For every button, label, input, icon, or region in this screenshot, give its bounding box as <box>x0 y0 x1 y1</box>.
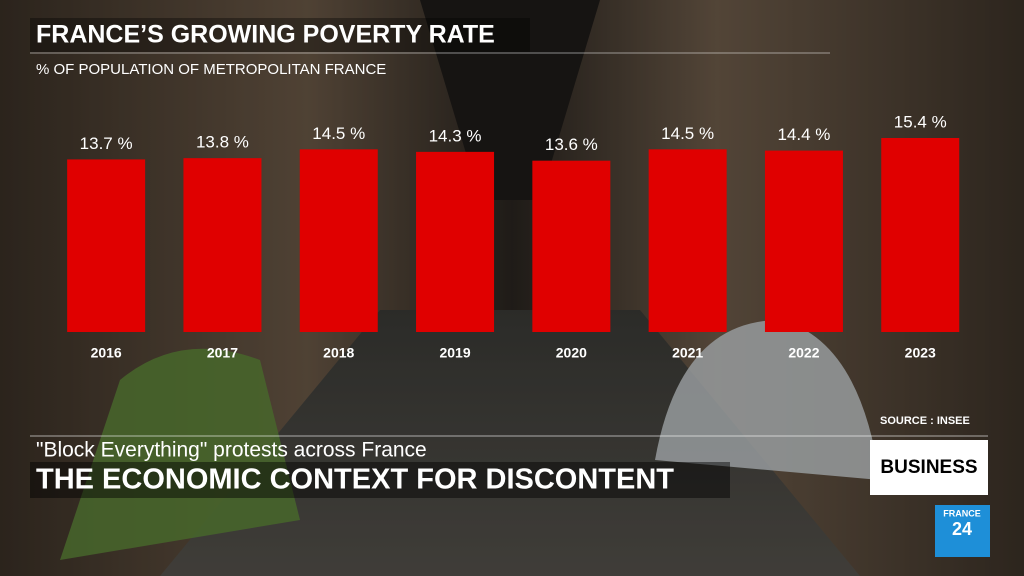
value-label: 13.7 % <box>80 134 133 153</box>
bar <box>67 159 146 332</box>
bar <box>764 150 843 332</box>
tent-green <box>60 348 300 560</box>
value-label: 14.4 % <box>777 125 830 144</box>
bar <box>416 151 495 332</box>
value-label: 14.5 % <box>661 124 714 143</box>
plot: 13.7 % 2016 13.8 % 2017 14.5 % 2018 14.3 % 2019… <box>67 112 960 361</box>
chart-subtitle: % OF POPULATION OF METROPOLITAN FRANCE <box>36 61 386 78</box>
kicker: "Block Everything" protests across Franc… <box>36 439 427 462</box>
logo-box <box>935 505 990 557</box>
tunnel <box>420 0 600 200</box>
section: BUSINESS <box>880 457 977 478</box>
logo-line2: 24 <box>952 519 972 539</box>
bar <box>648 149 727 332</box>
value-label: 14.5 % <box>312 124 365 143</box>
logo-line1: FRANCE <box>943 508 981 518</box>
x-tick-label: 2023 <box>905 345 936 361</box>
value-label: 13.8 % <box>196 133 249 152</box>
source: SOURCE : INSEE <box>880 415 970 427</box>
x-tick-label: 2021 <box>672 345 703 361</box>
title-backing <box>30 18 530 52</box>
x-tick-label: 2016 <box>91 345 122 361</box>
bar <box>183 158 262 332</box>
x-tick-label: 2018 <box>323 345 354 361</box>
chart-title: FRANCE’S GROWING POVERTY RATE <box>36 21 495 49</box>
x-tick-label: 2022 <box>788 345 819 361</box>
value-label: 14.3 % <box>429 126 482 145</box>
tent-white <box>655 320 880 480</box>
value-label: 13.6 % <box>545 135 598 154</box>
x-tick-label: 2019 <box>439 345 470 361</box>
bar <box>299 149 378 332</box>
section-box <box>870 440 988 495</box>
x-tick-label: 2020 <box>556 345 587 361</box>
value-label: 15.4 % <box>894 112 947 131</box>
headline-backing <box>30 462 730 498</box>
x-tick-label: 2017 <box>207 345 238 361</box>
headline: THE ECONOMIC CONTEXT FOR DISCONTENT <box>36 464 674 496</box>
bar <box>881 138 960 332</box>
bar <box>532 160 611 332</box>
